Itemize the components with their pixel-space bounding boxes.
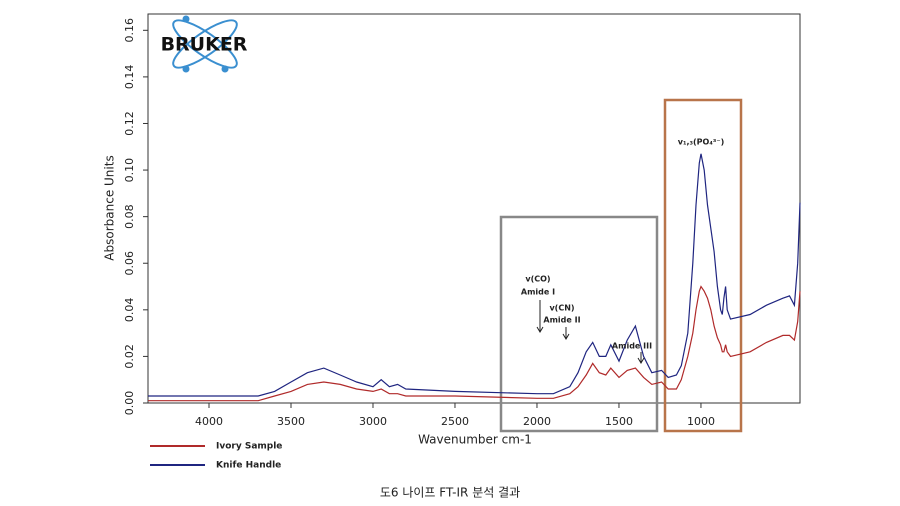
y-tick-label: 0.14	[123, 65, 136, 90]
x-axis-label: Wavenumber cm-1	[418, 433, 532, 447]
legend-label: Knife Handle	[216, 461, 281, 471]
annotation: Amide II	[543, 316, 580, 325]
y-tick-label: 0.10	[123, 158, 136, 183]
logo: BRUKER	[161, 15, 248, 73]
y-tick-label: 0.04	[123, 298, 136, 323]
logo-dot	[182, 65, 190, 73]
y-tick-label: 0.16	[123, 18, 136, 43]
logo-dot	[221, 65, 229, 73]
logo-orbit	[172, 19, 238, 69]
x-tick-label: 1000	[687, 415, 715, 428]
annotation: v(CN)	[549, 304, 574, 313]
y-tick-label: 0.00	[123, 391, 136, 416]
plot-frame	[147, 13, 801, 404]
annotation-arrowhead	[637, 357, 645, 364]
caption: 도6 나이프 FT-IR 분석 결과	[380, 486, 520, 500]
x-tick-label: 3500	[277, 415, 305, 428]
y-tick-label: 0.06	[123, 251, 136, 276]
highlight-box	[499, 215, 659, 433]
annotation: v(CO)	[525, 275, 550, 284]
spectrum-line	[148, 285, 801, 402]
logo-dot	[182, 15, 190, 23]
x-tick-label: 1500	[605, 415, 633, 428]
x-tick-label: 2500	[441, 415, 469, 428]
annotation: Amide III	[612, 342, 652, 351]
highlight-box	[663, 98, 743, 433]
spectrum-line	[148, 153, 801, 397]
x-tick-label: 2000	[523, 415, 551, 428]
logo-text: BRUKER	[161, 34, 248, 56]
x-tick-label: 4000	[195, 415, 223, 428]
y-axis-label: Absorbance Units	[103, 155, 117, 260]
annotation-arrowhead	[536, 326, 544, 333]
y-tick-label: 0.02	[123, 344, 136, 369]
annotation: Amide I	[521, 288, 555, 297]
y-tick-label: 0.08	[123, 204, 136, 229]
x-tick-label: 3000	[359, 415, 387, 428]
annotation-arrowhead	[562, 333, 570, 340]
annotation: v₁,₃(PO₄³⁻)	[678, 138, 724, 147]
logo-orbit	[172, 19, 238, 69]
legend-label: Ivory Sample	[216, 442, 282, 452]
y-tick-label: 0.12	[123, 111, 136, 135]
